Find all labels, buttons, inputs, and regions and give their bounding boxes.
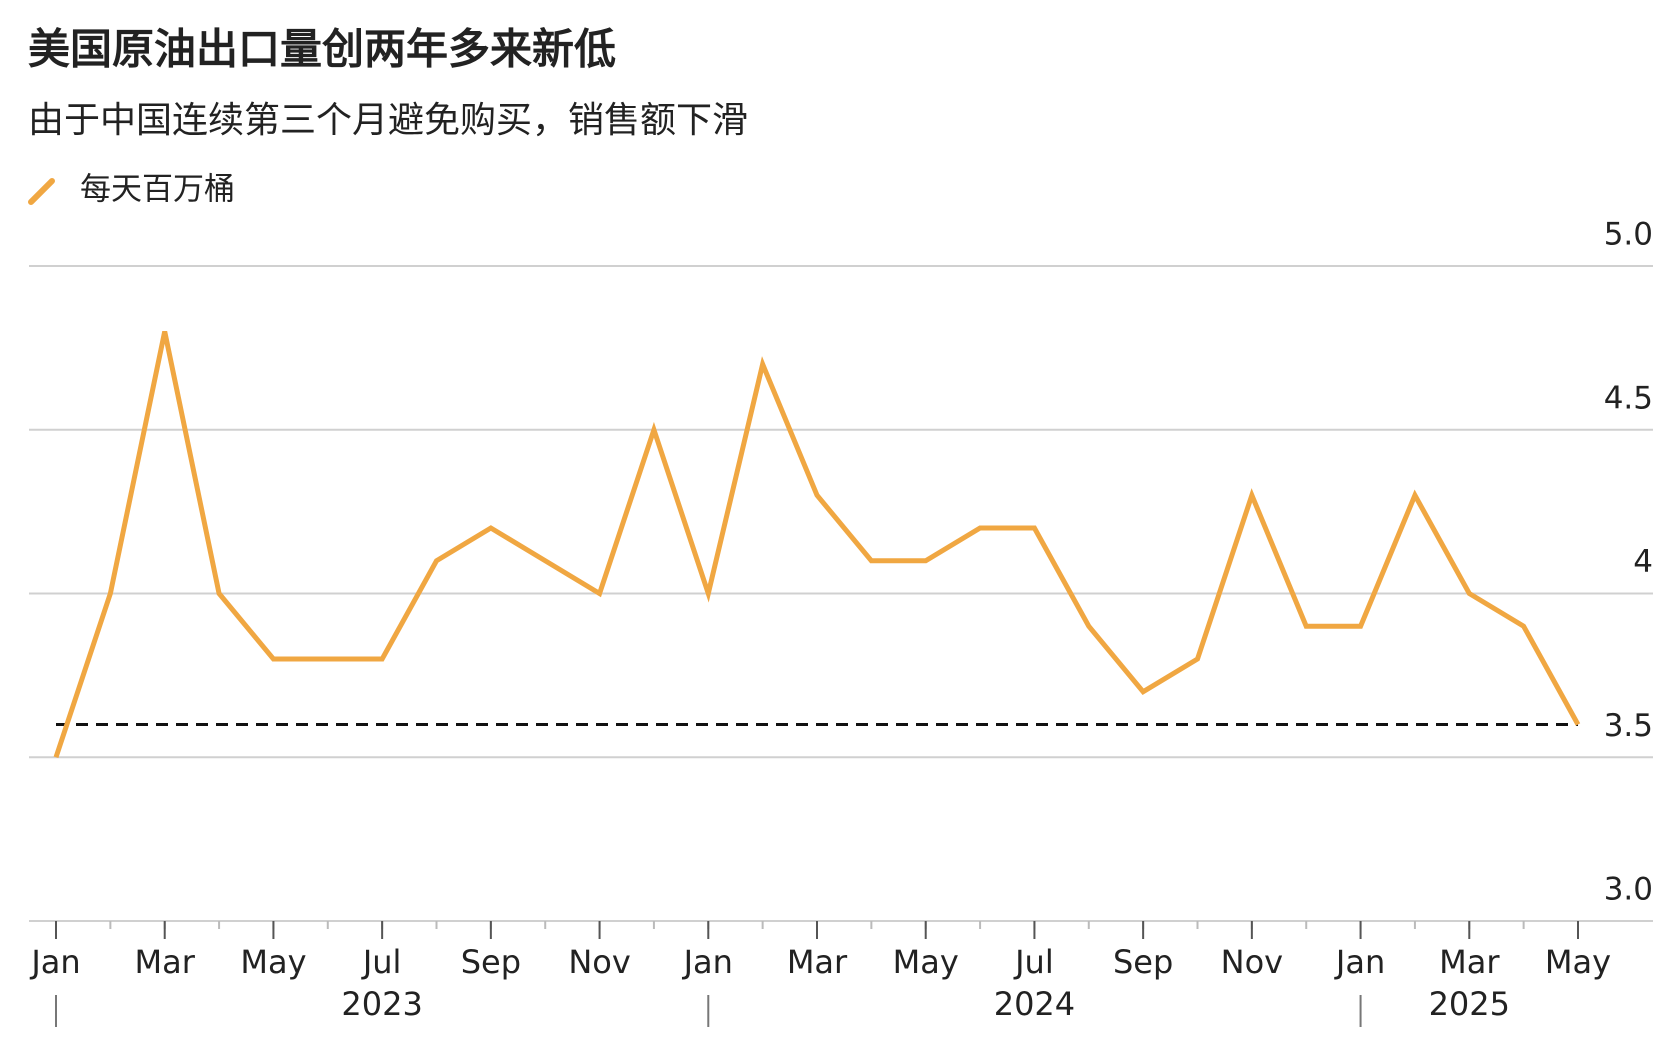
year-label: 2023 — [341, 985, 422, 1023]
x-tick-label: Mar — [135, 943, 196, 981]
x-tick-label: Jan — [29, 943, 80, 981]
y-tick-label: 4 — [1633, 544, 1653, 580]
x-tick-label: Sep — [1113, 943, 1173, 981]
x-tick-label: May — [240, 943, 306, 981]
year-label: 2025 — [1429, 985, 1510, 1023]
x-tick-label: May — [1545, 943, 1611, 981]
y-tick-label: 5.0 — [1604, 217, 1653, 253]
x-tick-label: Jan — [1334, 943, 1385, 981]
x-tick-label: Jul — [1013, 943, 1054, 981]
chart-subtitle: 由于中国连续第三个月避免购买，销售额下滑 — [28, 100, 748, 141]
chart-title: 美国原油出口量创两年多来新低 — [28, 25, 616, 74]
legend-label: 每天百万桶 — [80, 172, 235, 208]
x-tick-label: Mar — [787, 943, 848, 981]
x-tick-label: Nov — [568, 943, 630, 981]
y-tick-label: 4.5 — [1604, 380, 1653, 416]
x-tick-label: Jan — [682, 943, 733, 981]
x-tick-label: Jul — [361, 943, 402, 981]
x-tick-label: Nov — [1221, 943, 1283, 981]
x-tick-label: Sep — [461, 943, 521, 981]
x-tick-label: Mar — [1439, 943, 1500, 981]
y-tick-label: 3.0 — [1604, 872, 1653, 908]
series-line — [53, 330, 1581, 759]
year-label: 2024 — [994, 985, 1075, 1023]
x-tick-label: May — [893, 943, 959, 981]
legend-swatch — [28, 178, 55, 205]
y-tick-label: 3.5 — [1604, 708, 1653, 744]
